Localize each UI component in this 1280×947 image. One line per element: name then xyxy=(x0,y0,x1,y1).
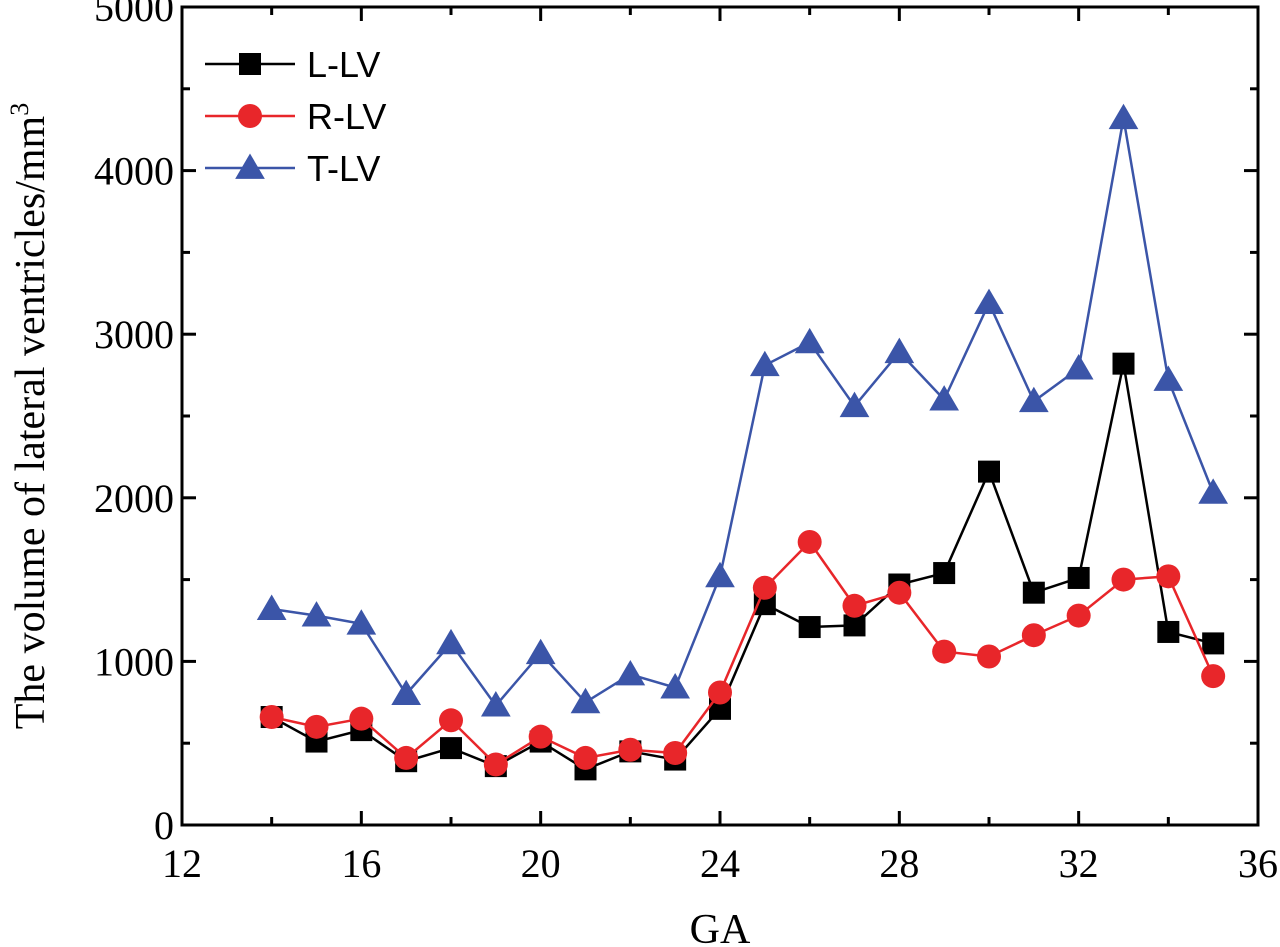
data-point-t-lv xyxy=(1063,354,1094,380)
data-point-l-lv xyxy=(933,562,956,585)
y-tick-label: 2000 xyxy=(94,476,174,521)
series-line-r-lv xyxy=(271,540,1215,767)
x-tick-label: 28 xyxy=(879,841,919,886)
data-point-r-lv xyxy=(797,529,822,554)
data-point-r-lv xyxy=(483,752,508,777)
data-point-r-lv xyxy=(618,737,643,762)
y-tick-label: 1000 xyxy=(94,639,174,684)
data-point-t-lv xyxy=(346,609,377,635)
y-tick-label: 4000 xyxy=(94,149,174,194)
data-point-r-lv xyxy=(1111,567,1136,592)
y-tick-label: 3000 xyxy=(94,312,174,357)
data-point-r-lv xyxy=(752,575,777,600)
data-point-t-lv xyxy=(1108,103,1139,130)
y-axis-title-superscript: 3 xyxy=(5,103,34,116)
data-point-t-lv xyxy=(1198,478,1229,504)
x-tick-label: 20 xyxy=(521,841,561,886)
data-point-l-lv xyxy=(1202,632,1225,655)
data-point-t-lv xyxy=(480,691,511,717)
data-point-t-lv xyxy=(256,594,287,620)
data-point-r-lv xyxy=(439,708,463,733)
series-l-lv xyxy=(260,352,1225,781)
legend-marker-t-lv xyxy=(235,153,265,179)
data-point-r-lv xyxy=(573,745,598,770)
data-point-t-lv xyxy=(974,288,1004,315)
legend-marker-r-lv xyxy=(238,104,262,128)
data-point-t-lv xyxy=(301,601,332,627)
data-point-r-lv xyxy=(1156,564,1181,589)
legend-marker-l-lv xyxy=(239,53,261,75)
data-point-r-lv xyxy=(1021,623,1046,648)
data-point-l-lv xyxy=(1022,581,1045,604)
data-point-l-lv xyxy=(1157,620,1180,643)
series-r-lv xyxy=(259,529,1226,777)
data-point-l-lv xyxy=(1067,566,1090,589)
data-point-r-lv xyxy=(842,593,867,618)
legend-label-l-lv: L-LV xyxy=(307,44,380,85)
x-tick-label: 36 xyxy=(1238,841,1278,886)
y-tick-label: 0 xyxy=(154,803,174,848)
data-point-t-lv xyxy=(1153,365,1184,391)
series-line-l-lv xyxy=(271,363,1214,771)
data-point-t-lv xyxy=(615,659,646,686)
data-point-l-lv xyxy=(709,697,731,720)
data-point-t-lv xyxy=(929,385,960,411)
series-t-lv xyxy=(256,103,1229,717)
data-point-t-lv xyxy=(794,327,825,354)
legend-item-l-lv: L-LV xyxy=(205,44,380,85)
legend-item-r-lv: R-LV xyxy=(205,96,386,137)
data-point-r-lv xyxy=(663,741,688,766)
data-point-l-lv xyxy=(440,737,462,760)
y-axis-title-main: The volume of lateral ventricles/mm xyxy=(8,115,54,729)
x-tick-label: 32 xyxy=(1059,841,1099,886)
data-point-r-lv xyxy=(528,724,553,749)
series-layer xyxy=(256,103,1229,781)
data-point-r-lv xyxy=(304,714,329,739)
data-point-t-lv xyxy=(391,679,422,706)
legend-label-r-lv: R-LV xyxy=(307,96,386,137)
data-point-t-lv xyxy=(525,638,556,665)
legend-label-t-lv: T-LV xyxy=(307,148,380,189)
data-point-t-lv xyxy=(436,628,466,655)
data-point-l-lv xyxy=(1112,352,1135,375)
y-axis-title: The volume of lateral ventricles/mm3 xyxy=(5,103,54,729)
data-point-t-lv xyxy=(839,391,870,418)
axes: 12 16 20 24 28 32 36 0 1000 2000 3000 4000 5000 xyxy=(94,0,1278,886)
x-tick-label: 16 xyxy=(341,841,381,886)
data-point-r-lv xyxy=(1201,664,1226,689)
x-tick-label: 12 xyxy=(162,841,202,886)
data-point-r-lv xyxy=(349,706,374,731)
data-point-t-lv xyxy=(570,687,601,714)
data-point-t-lv xyxy=(705,561,735,588)
data-point-t-lv xyxy=(1018,386,1049,413)
data-point-l-lv xyxy=(843,614,866,637)
data-point-r-lv xyxy=(932,639,957,664)
data-point-t-lv xyxy=(749,350,780,377)
data-point-t-lv xyxy=(884,337,915,364)
data-point-r-lv xyxy=(394,745,419,770)
y-axis-ticks: 0 1000 2000 3000 4000 5000 xyxy=(94,0,1258,848)
legend-item-t-lv: T-LV xyxy=(205,148,380,189)
y-tick-label: 5000 xyxy=(94,0,174,30)
data-point-r-lv xyxy=(708,680,732,705)
legend: L-LV R-LV T-LV xyxy=(205,44,386,189)
x-tick-label: 24 xyxy=(700,841,740,886)
data-point-r-lv xyxy=(259,705,284,730)
x-axis-title: GA xyxy=(690,907,751,947)
data-point-r-lv xyxy=(977,644,1001,669)
data-point-r-lv xyxy=(887,580,912,605)
series-line-t-lv xyxy=(271,118,1215,708)
data-point-l-lv xyxy=(978,460,1000,483)
data-point-l-lv xyxy=(798,616,821,639)
data-point-t-lv xyxy=(660,673,691,699)
data-point-r-lv xyxy=(1066,603,1091,628)
x-axis-ticks: 12 16 20 24 28 32 36 xyxy=(162,7,1278,886)
